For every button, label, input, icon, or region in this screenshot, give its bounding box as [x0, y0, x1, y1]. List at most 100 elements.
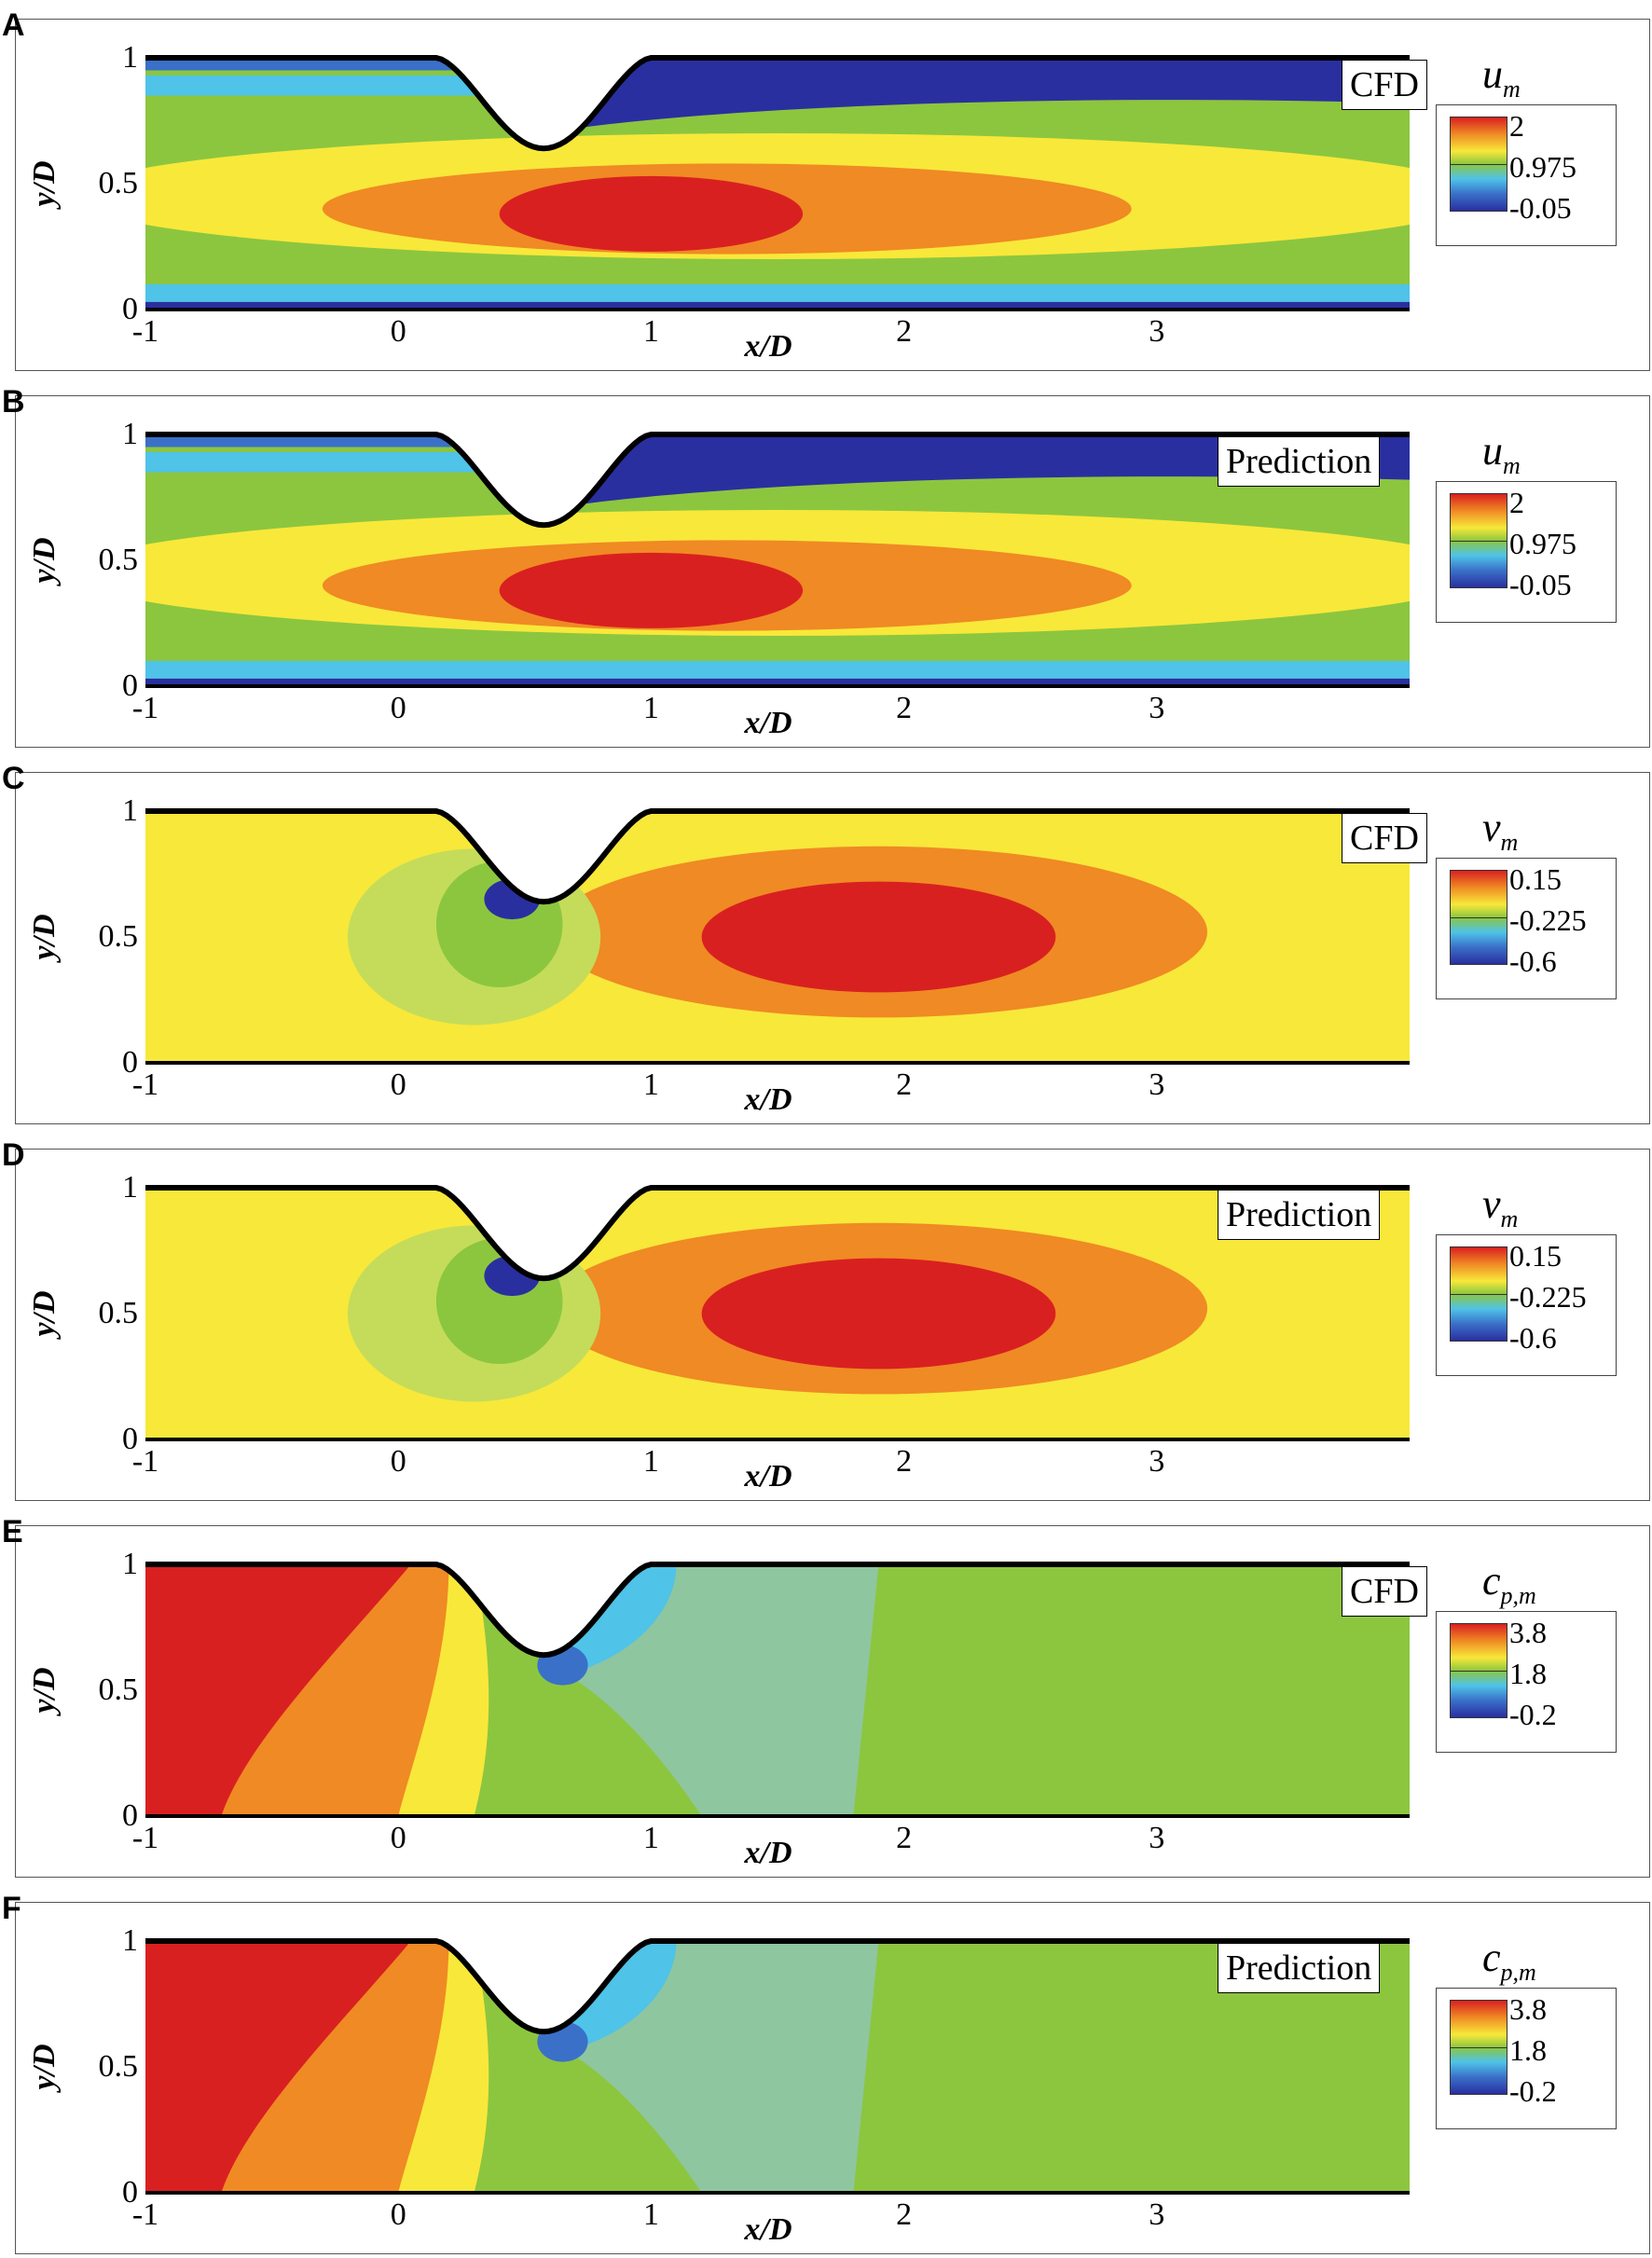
x-tick-label: -1 — [132, 1444, 158, 1479]
x-tick-label: 0 — [391, 1821, 406, 1855]
colorbar — [1450, 2000, 1507, 2095]
colorbar-tick-label: 0.15 — [1509, 1239, 1562, 1273]
y-tick-label: 0.5 — [99, 1673, 139, 1707]
top-wall — [145, 1185, 1410, 1282]
panel-f: F -1 0 1 2 3 0 0.5 1 x/D y/D Prediction cp,m 3.8 1.8 -0… — [0, 1891, 1652, 2256]
colorbar-tick-label: -0.2 — [1509, 1698, 1557, 1731]
colorbar-legend: 0.15 -0.225 -0.6 — [1436, 1234, 1617, 1376]
y-tick-label: 0.5 — [99, 919, 139, 954]
x-tick-label: 0 — [391, 1067, 406, 1102]
panel-letter: A — [2, 7, 25, 43]
panel-letter: E — [2, 1514, 23, 1549]
colorbar-legend: 3.8 1.8 -0.2 — [1436, 1611, 1617, 1753]
x-tick-label: 3 — [1149, 1444, 1164, 1479]
y-tick-label: 0 — [122, 2175, 138, 2210]
x-axis-label: x/D — [744, 1836, 792, 1870]
colorbar — [1450, 1623, 1507, 1718]
y-axis-label: y/D — [27, 160, 62, 210]
y-tick-label: 0.5 — [99, 1296, 139, 1330]
x-tick-label: 0 — [391, 314, 406, 349]
top-wall — [145, 1562, 1410, 1659]
y-tick-label: 0 — [122, 292, 138, 326]
panel-frame — [15, 1902, 1650, 2254]
y-axis-label: y/D — [27, 914, 62, 963]
x-tick-label: 3 — [1149, 1821, 1164, 1855]
colorbar-tick-label: 3.8 — [1509, 1616, 1547, 1649]
colorbar — [1450, 117, 1507, 212]
source-tag: CFD — [1342, 1566, 1427, 1617]
legend-title: cp,m — [1482, 1558, 1536, 1609]
contour-plot: -1 0 1 2 300.51x/Dy/D — [27, 1170, 1410, 1494]
y-axis-label: y/D — [27, 537, 62, 586]
x-axis-label: x/D — [744, 329, 792, 364]
contour-plot: -1 0 1 2 300.51x/Dy/D — [27, 40, 1410, 364]
x-tick-label: 1 — [643, 1821, 659, 1855]
colorbar — [1450, 1246, 1507, 1342]
contour-field — [145, 811, 1410, 1063]
x-tick-label: 0 — [391, 691, 406, 725]
legend-title: um — [1482, 51, 1521, 103]
x-tick-label: 3 — [1149, 314, 1164, 349]
panel-e: E -1 0 1 2 3 0 0.5 1 x/D y/D CFD cp,m 3.8 1.8 -0.2 — [0, 1514, 1652, 1879]
colorbar-tick-label: 0.975 — [1509, 150, 1576, 184]
x-axis-label: x/D — [744, 706, 792, 740]
source-tag: Prediction — [1218, 1943, 1381, 1993]
x-tick-label: 1 — [643, 1067, 659, 1102]
x-tick-label: -1 — [132, 314, 158, 349]
y-tick-label: 0.5 — [99, 543, 139, 577]
colorbar-tick-label: -0.05 — [1509, 191, 1572, 225]
y-tick-label: 0 — [122, 1422, 138, 1456]
colorbar-legend: 3.8 1.8 -0.2 — [1436, 1988, 1617, 2129]
top-wall — [145, 55, 1410, 152]
colorbar-tick-label: -0.225 — [1509, 903, 1587, 937]
y-axis-label: y/D — [27, 1290, 62, 1340]
y-tick-label: 0.5 — [99, 2049, 139, 2084]
colorbar-tick-label: 3.8 — [1509, 1992, 1547, 2026]
source-tag: CFD — [1342, 813, 1427, 863]
x-tick-label: 3 — [1149, 691, 1164, 725]
x-tick-label: 1 — [643, 2197, 659, 2232]
colorbar-legend: 0.15 -0.225 -0.6 — [1436, 858, 1617, 999]
legend-title: vm — [1482, 1181, 1519, 1232]
contour-field — [145, 434, 1410, 686]
colorbar-tick-label: -0.6 — [1509, 944, 1557, 978]
x-tick-label: -1 — [132, 1067, 158, 1102]
contour-field — [145, 1564, 1410, 1816]
legend-title: um — [1482, 428, 1521, 479]
y-tick-label: 1 — [122, 1547, 138, 1581]
source-tag: CFD — [1342, 60, 1427, 110]
colorbar-tick-label: 0.15 — [1509, 862, 1562, 896]
legend-title: vm — [1482, 805, 1519, 856]
x-tick-label: 2 — [896, 1444, 912, 1479]
y-tick-label: 1 — [122, 417, 138, 451]
panel-b: B -1 0 1 2 3 0 0.5 1 x/D y/D Prediction um 2 0.975 -0.0… — [0, 384, 1652, 750]
colorbar-tick-label: 1.8 — [1509, 2033, 1547, 2067]
contour-plot: -1 0 1 2 300.51x/Dy/D — [27, 793, 1410, 1117]
y-tick-label: 0 — [122, 1798, 138, 1833]
colorbar-tick-label: 0.975 — [1509, 527, 1576, 560]
x-tick-label: 2 — [896, 2197, 912, 2232]
colorbar-tick-label: -0.225 — [1509, 1280, 1587, 1314]
contour-field — [145, 58, 1410, 310]
colorbar-tick-label: 1.8 — [1509, 1657, 1547, 1690]
y-tick-label: 0 — [122, 668, 138, 703]
panel-a: A -1 0 1 2 3 0 0.5 1 x/D y/D CFD um 2 0.975 -0.05 — [0, 7, 1652, 373]
panel-letter: D — [2, 1137, 25, 1173]
panel-d: D -1 0 1 2 3 0 0.5 1 x/D y/D Prediction vm 0.15 -0.225… — [0, 1137, 1652, 1503]
colorbar-legend: 2 0.975 -0.05 — [1436, 104, 1617, 246]
y-tick-label: 0.5 — [99, 166, 139, 200]
panel-frame — [15, 1525, 1650, 1878]
x-tick-label: -1 — [132, 1821, 158, 1855]
panel-letter: F — [2, 1891, 21, 1926]
colorbar-tick-label: -0.2 — [1509, 2074, 1557, 2108]
x-tick-label: 1 — [643, 691, 659, 725]
colorbar-tick-label: -0.05 — [1509, 568, 1572, 601]
x-tick-label: 1 — [643, 1444, 659, 1479]
y-tick-label: 1 — [122, 40, 138, 75]
y-tick-label: 1 — [122, 1170, 138, 1205]
y-axis-label: y/D — [27, 2044, 62, 2093]
x-axis-label: x/D — [744, 1082, 792, 1117]
colorbar-tick-label: 2 — [1509, 109, 1524, 143]
colorbar-tick-label: -0.6 — [1509, 1321, 1557, 1355]
legend-title: cp,m — [1482, 1934, 1536, 1986]
